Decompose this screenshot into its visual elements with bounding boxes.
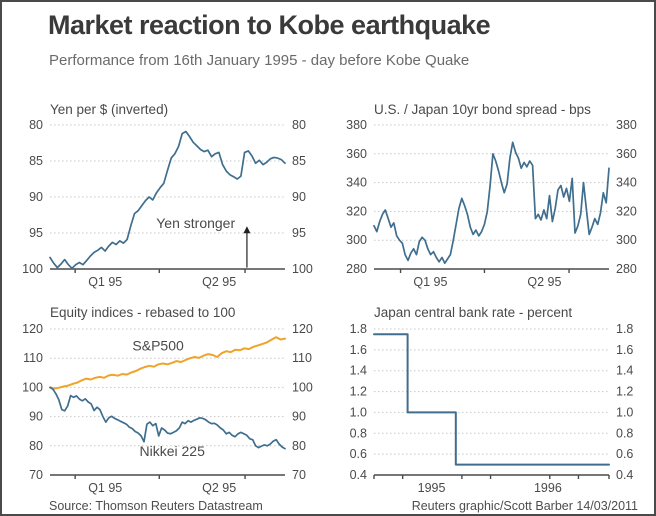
y-tick-label-right: 0.8 [616,426,633,440]
y-tick-label-left: 85 [29,154,43,168]
y-tick-label-right: 85 [292,154,306,168]
arrow-head [243,226,251,234]
series-japan-central-bank-rate [373,333,610,466]
chart-title-yen: Yen per $ (inverted) [50,102,169,117]
y-tick-label-right: 1.4 [616,364,633,378]
y-tick-label-left: 95 [29,226,43,240]
x-tick-label: Q1 95 [88,481,122,495]
source-note: Source: Thomson Reuters Datastream [49,499,263,513]
x-tick-label: Q1 95 [88,275,122,289]
y-tick-label-right: 0.6 [616,447,633,461]
y-tick-label-right: 380 [616,118,637,132]
credit-note: Reuters graphic/Scott Barber 14/03/2011 [411,499,638,513]
y-tick-label-right: 1.2 [616,385,633,399]
y-tick-label-right: 320 [616,204,637,218]
chart-title-equity-indices: Equity indices - rebased to 100 [50,305,236,320]
y-tick-label-left: 0.6 [350,447,367,461]
x-tick-label: Q2 95 [202,481,236,495]
series-nikkei225 [49,386,286,450]
annotation-label: Yen stronger [156,215,235,231]
y-tick-label-right: 100 [292,380,313,394]
x-tick-label: 1996 [534,481,562,495]
y-tick-label-left: 1.8 [350,322,367,336]
bond-spread-chart: 380 380 360 360 340 340 320 320 300 300 280 280 Q1 9… [346,118,637,289]
y-tick-label-left: 90 [29,190,43,204]
page-subtitle: Performance from 16th January 1995 - day… [49,52,470,69]
y-tick-label-right: 1.0 [616,405,633,419]
x-tick-label: 1995 [418,481,446,495]
y-tick-label-right: 110 [292,351,312,365]
series-sp500 [49,336,286,390]
x-tick-label: Q2 95 [527,275,561,289]
y-tick-label-left: 1.4 [350,364,367,378]
x-tick-label: Q2 95 [202,275,236,289]
y-tick-label-right: 70 [292,468,306,482]
y-tick-label-left: 120 [22,322,43,336]
y-tick-label-left: 360 [346,147,367,161]
y-tick-label-left: 340 [346,176,367,190]
equity-indices-chart: 120 120 110 110 100 100 90 90 80 80 70 70 Q1 95 Q2 95… [22,322,313,495]
y-tick-label-right: 280 [616,262,637,276]
y-tick-label-left: 90 [29,410,43,424]
y-tick-label-right: 360 [616,147,637,161]
yen-per-dollar-chart: 80 80 85 85 90 90 95 95 100 100 Q1 95 Q2 95 Yen stro… [22,118,313,289]
y-tick-label-right: 120 [292,322,313,336]
series-us-japan-10yr-spread [373,141,610,265]
y-tick-label-right: 90 [292,410,306,424]
y-tick-label-right: 0.4 [616,468,633,482]
y-tick-label-right: 95 [292,226,306,240]
y-tick-label-right: 1.8 [616,322,633,336]
y-tick-label-left: 110 [23,351,43,365]
y-tick-label-left: 80 [29,439,43,453]
annotation-label: Nikkei 225 [140,443,206,459]
y-tick-label-left: 1.2 [350,385,367,399]
chart-title-boj-rate: Japan central bank rate - percent [374,305,573,320]
x-tick-label: Q1 95 [413,275,447,289]
y-tick-label-right: 80 [292,118,306,132]
series-yen-per-dollar [49,130,286,270]
y-tick-label-left: 0.4 [350,468,367,482]
page-title: Market reaction to Kobe earthquake [48,10,491,40]
y-tick-label-left: 100 [22,262,43,276]
y-tick-label-left: 1.0 [350,405,367,419]
y-tick-label-right: 80 [292,439,306,453]
y-tick-label-left: 70 [29,468,43,482]
annotation-label: S&P500 [132,338,184,354]
y-tick-label-left: 100 [22,380,43,394]
y-tick-label-left: 320 [346,204,367,218]
boj-rate-chart: 1.8 1.8 1.6 1.6 1.4 1.4 1.2 1.2 1.0 1.0 0.8 0.8 0.6 0… [350,322,634,495]
y-tick-label-right: 90 [292,190,306,204]
y-tick-label-right: 340 [616,176,637,190]
y-tick-label-right: 100 [292,262,313,276]
chart-title-bond-spread: U.S. / Japan 10yr bond spread - bps [374,102,591,117]
y-tick-label-left: 380 [346,118,367,132]
y-tick-label-right: 1.6 [616,343,633,357]
y-tick-label-left: 300 [346,233,367,247]
y-tick-label-left: 80 [29,118,43,132]
y-tick-label-left: 0.8 [350,426,367,440]
y-tick-label-left: 280 [346,262,367,276]
y-tick-label-right: 300 [616,233,637,247]
y-tick-label-left: 1.6 [350,343,367,357]
